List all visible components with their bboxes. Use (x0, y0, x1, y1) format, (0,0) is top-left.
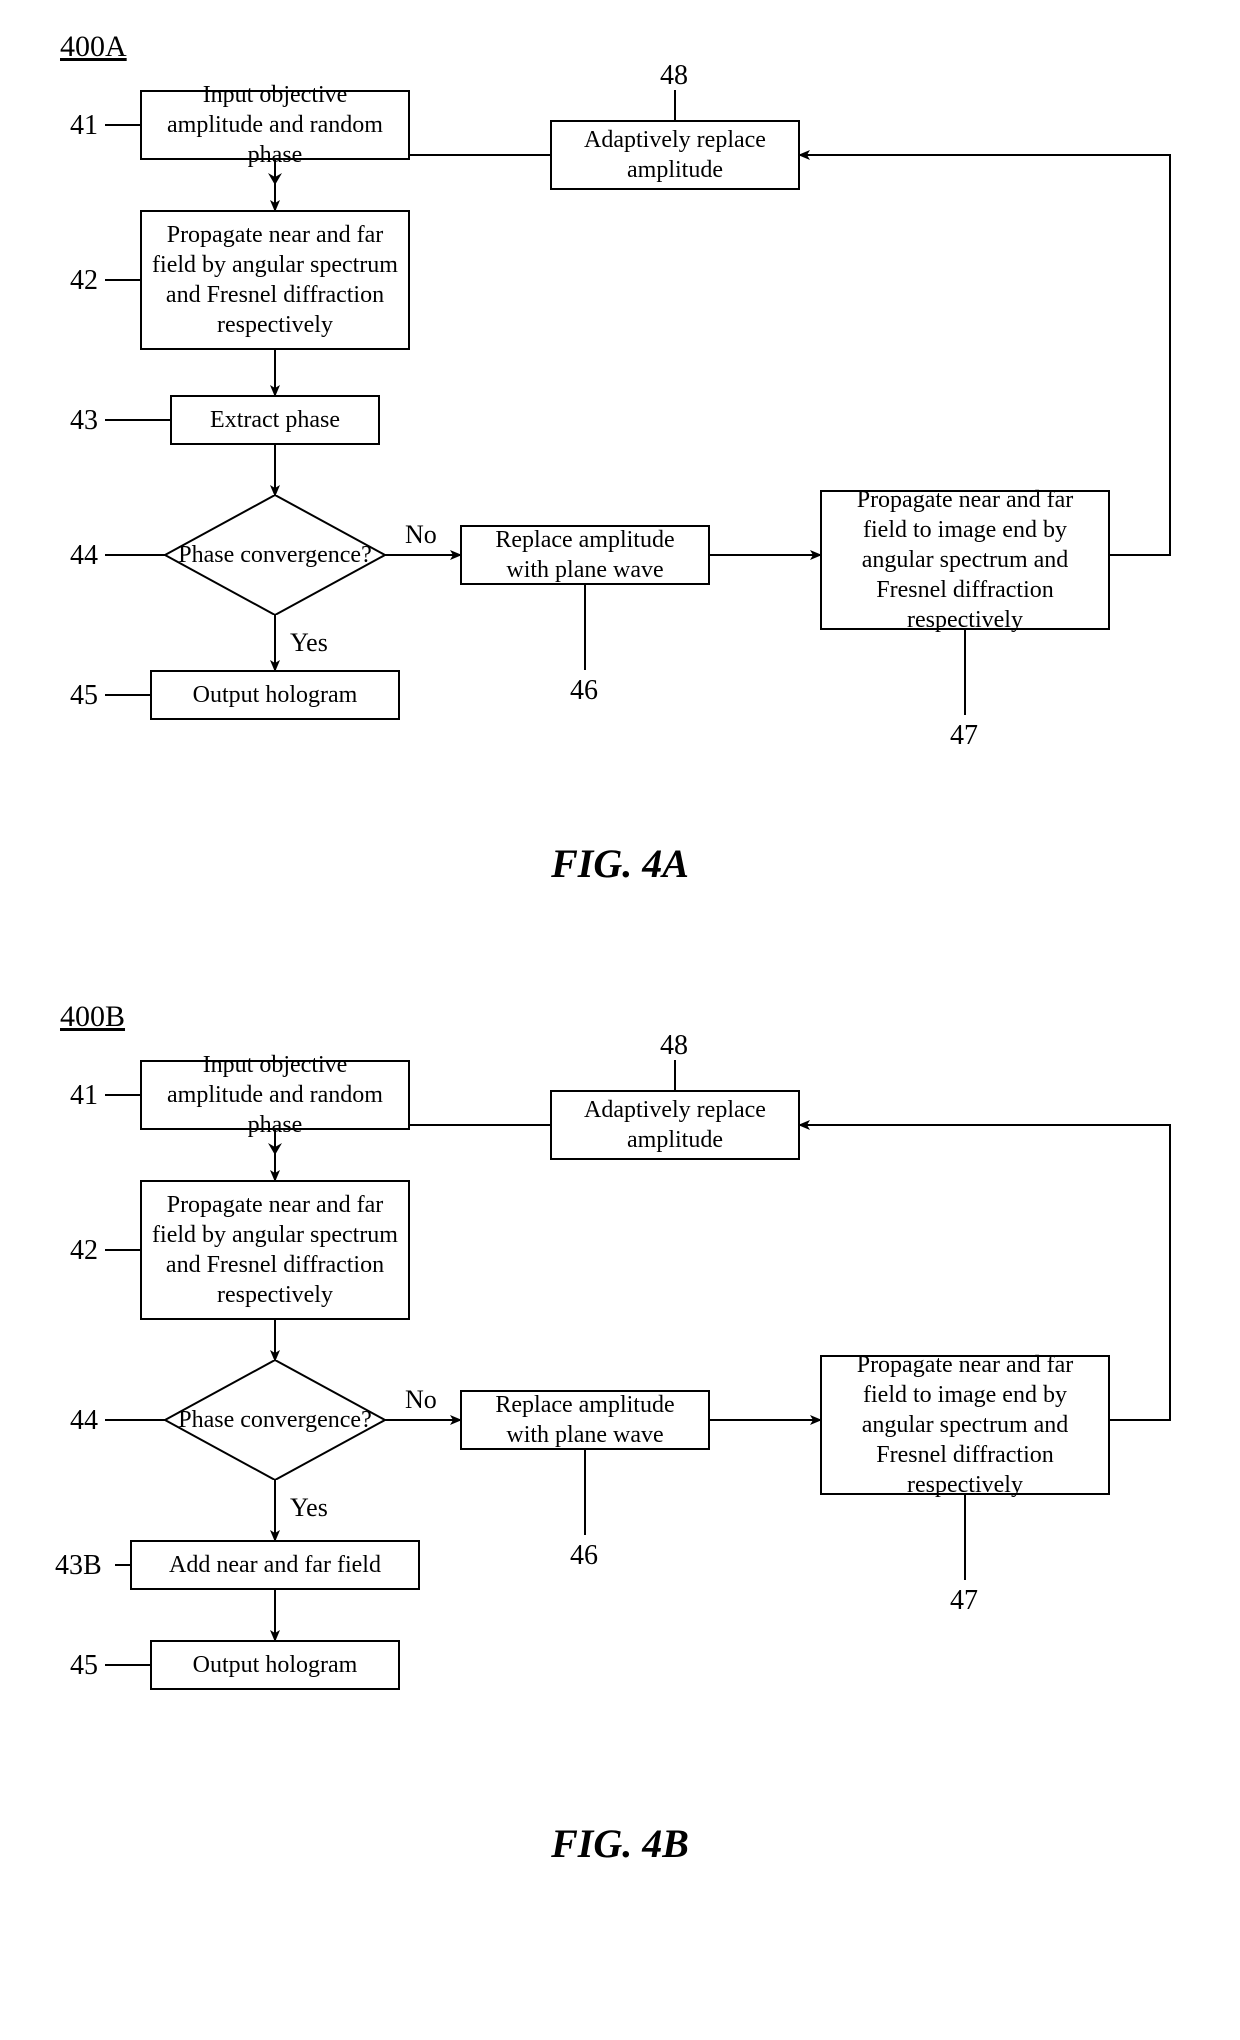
ref-41: 41 (70, 110, 98, 142)
node-n43B: Add near and far field (130, 1540, 420, 1590)
node-n44: Phase convergence? (165, 1360, 385, 1480)
ref-46: 46 (570, 1540, 598, 1572)
edge-label: Yes (290, 1493, 328, 1523)
node-n43: Extract phase (170, 395, 380, 445)
ref-43: 43 (70, 405, 98, 437)
flowchart-400b: 400B FIG. 4B Input objective amplitude a… (20, 1000, 1220, 1960)
ref-41: 41 (70, 1080, 98, 1112)
section-label-b: 400B (60, 1000, 125, 1034)
ref-47: 47 (950, 1585, 978, 1617)
ref-44: 44 (70, 1405, 98, 1437)
node-n44: Phase convergence? (165, 495, 385, 615)
node-n47: Propagate near and far field to image en… (820, 1355, 1110, 1495)
node-n47: Propagate near and far field to image en… (820, 490, 1110, 630)
node-n45: Output hologram (150, 1640, 400, 1690)
ref-42: 42 (70, 1235, 98, 1267)
ref-43B: 43B (55, 1550, 102, 1582)
ref-44: 44 (70, 540, 98, 572)
figure-title-b: FIG. 4B (20, 1820, 1220, 1867)
node-n48: Adaptively replace amplitude (550, 1090, 800, 1160)
edge-label: Yes (290, 628, 328, 658)
figure-title-a: FIG. 4A (20, 840, 1220, 887)
ref-42: 42 (70, 265, 98, 297)
ref-46: 46 (570, 675, 598, 707)
node-n42: Propagate near and far field by angular … (140, 210, 410, 350)
node-n41: Input objective amplitude and random pha… (140, 90, 410, 160)
node-n45: Output hologram (150, 670, 400, 720)
ref-48: 48 (660, 60, 688, 92)
ref-45: 45 (70, 680, 98, 712)
ref-47: 47 (950, 720, 978, 752)
node-n42: Propagate near and far field by angular … (140, 1180, 410, 1320)
flowchart-400a: 400A FIG. 4A Input objective amplitude a… (20, 20, 1220, 940)
node-n46: Replace amplitude with plane wave (460, 1390, 710, 1450)
node-n48: Adaptively replace amplitude (550, 120, 800, 190)
ref-45: 45 (70, 1650, 98, 1682)
edge-label: No (405, 520, 437, 550)
ref-48: 48 (660, 1030, 688, 1062)
node-n41: Input objective amplitude and random pha… (140, 1060, 410, 1130)
node-n46: Replace amplitude with plane wave (460, 525, 710, 585)
section-label-a: 400A (60, 30, 127, 64)
edge-label: No (405, 1385, 437, 1415)
